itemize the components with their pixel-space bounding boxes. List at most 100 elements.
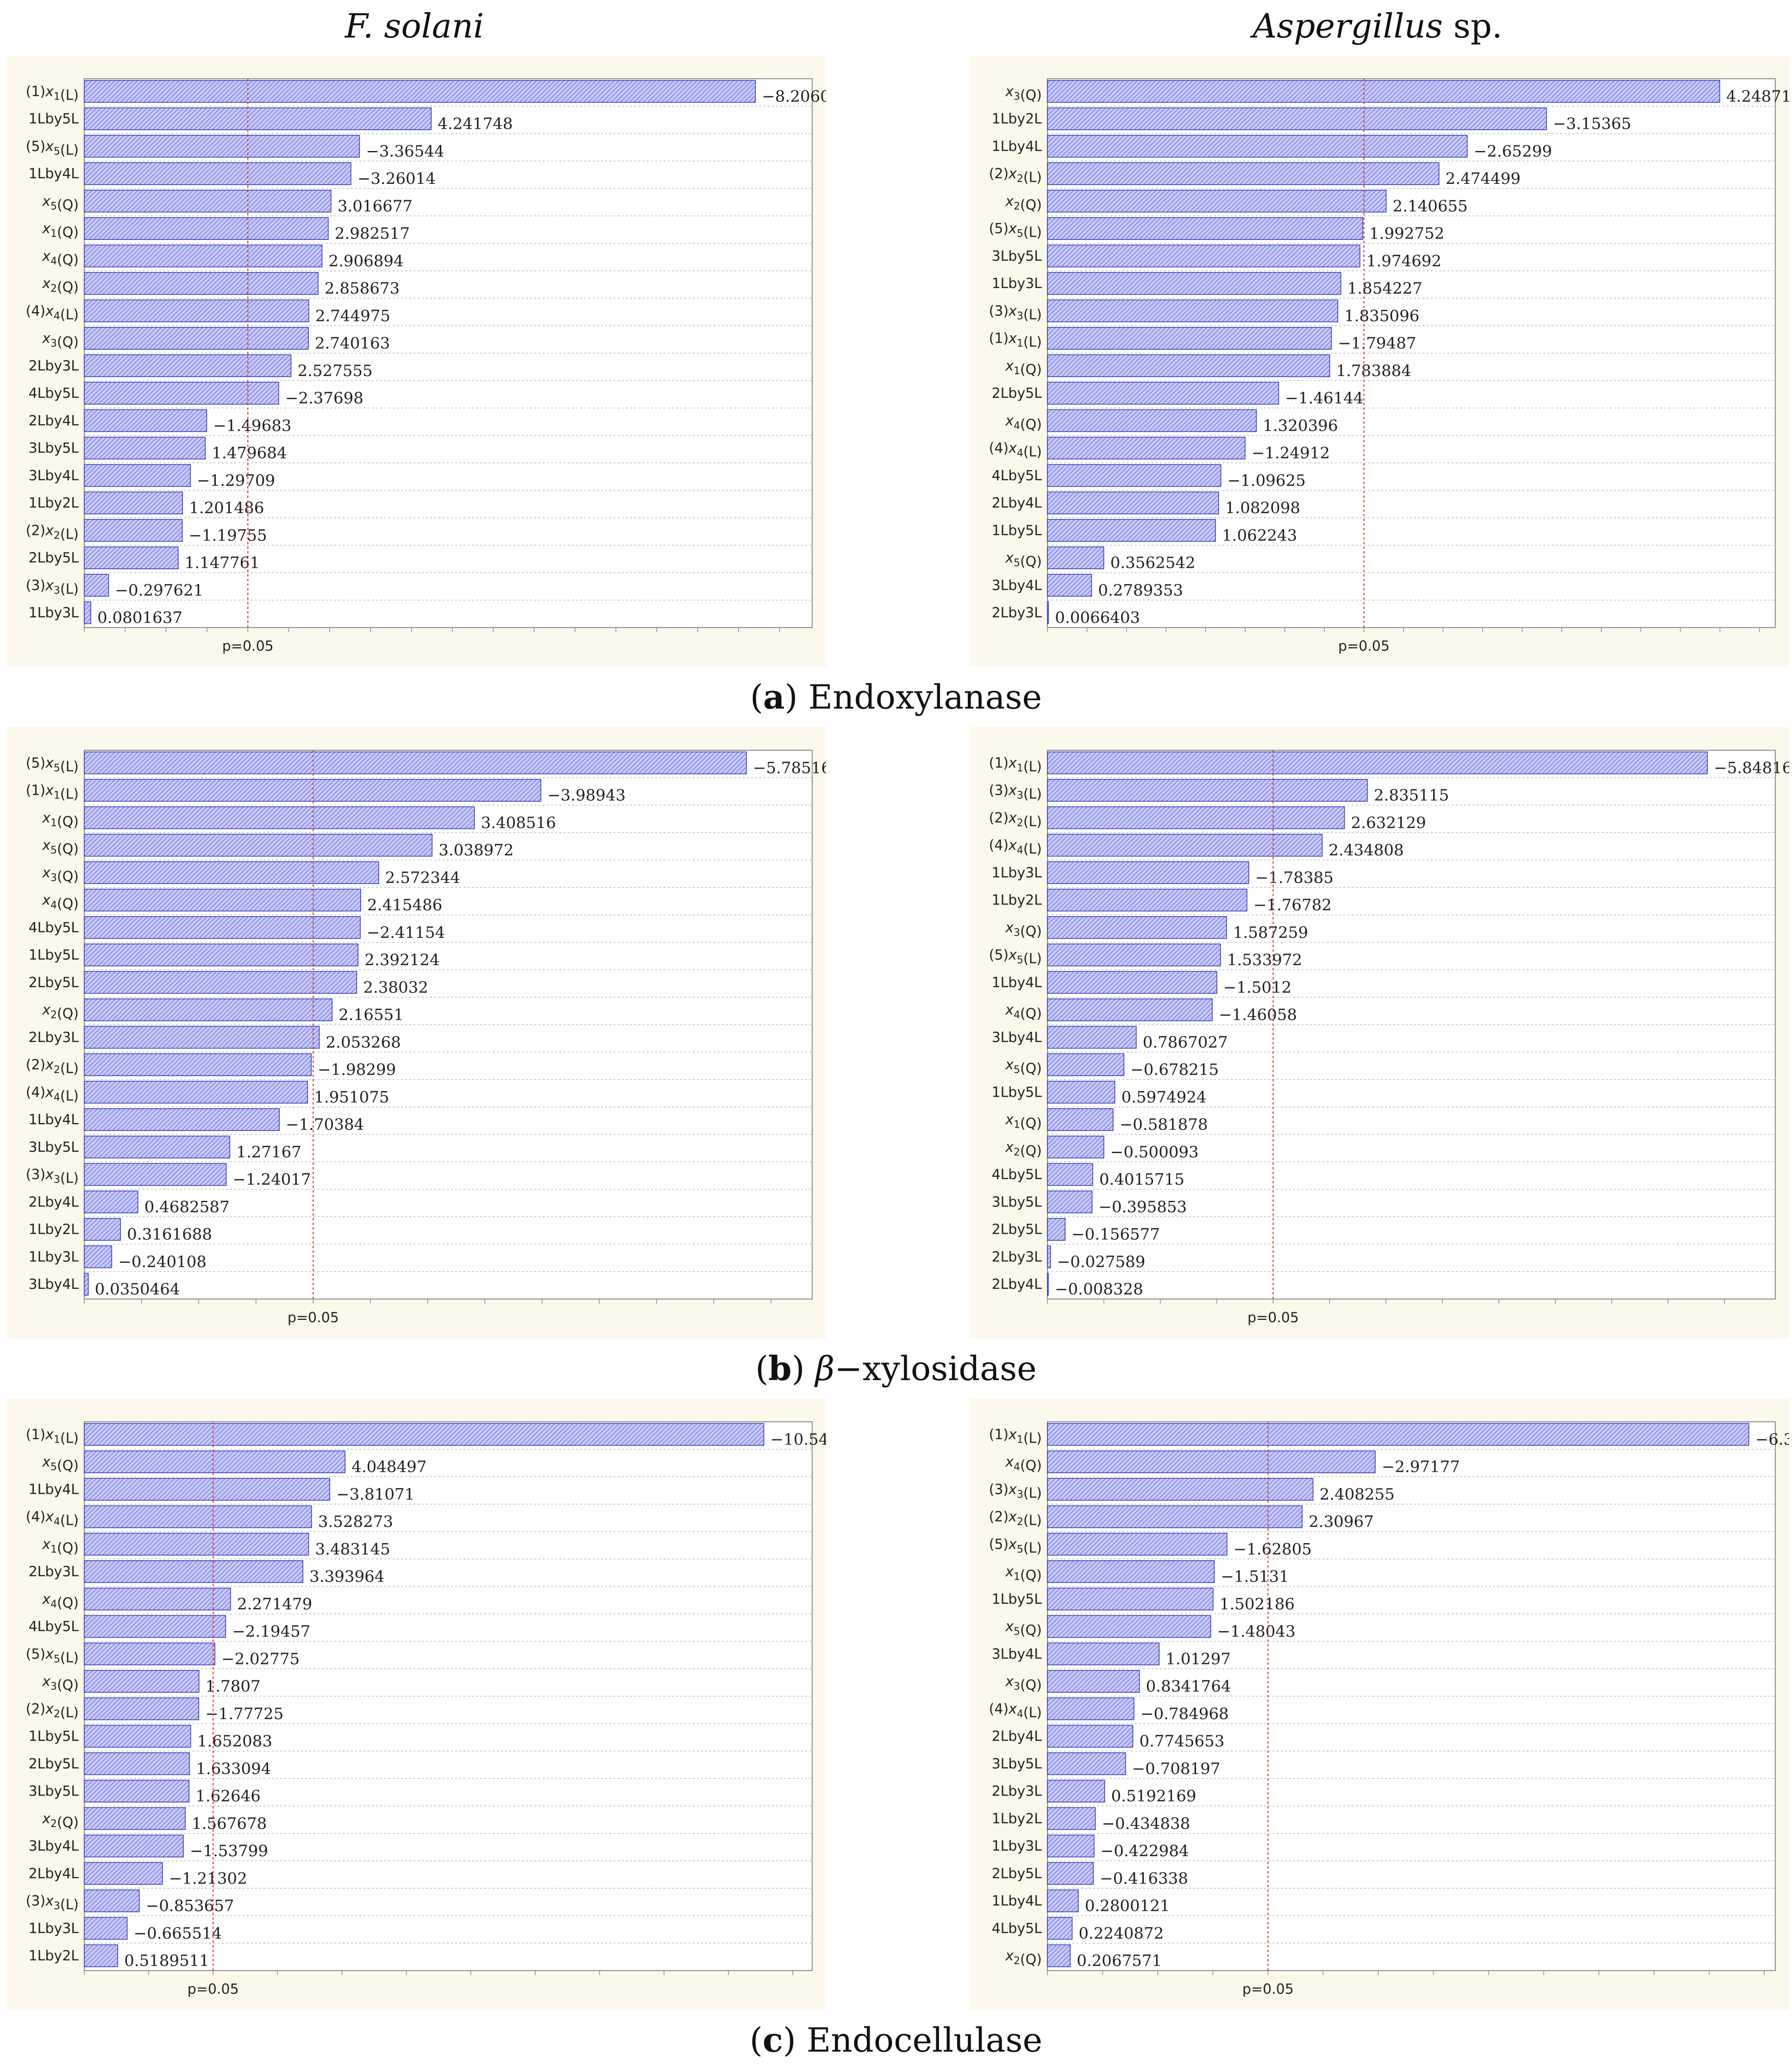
category-label-8: 3Lby4L [992,1646,1042,1662]
category-label-15: (3)x3(L) [26,1167,79,1187]
category-label-1: 1Lby2L [992,111,1042,127]
value-label-11: −1.98299 [318,1061,396,1079]
bar-16 [84,519,183,542]
category-label-11: (2)x2(L) [26,1057,79,1077]
column-title-left-text: F. solani [345,6,484,45]
value-label-15: −1.53799 [190,1842,268,1860]
bar-8 [84,1642,215,1665]
value-label-6: 2.906894 [328,252,403,270]
value-label-5: −1.5131 [1221,1568,1289,1586]
value-label-13: 1.62646 [195,1787,261,1806]
category-label-8: 2Lby5L [29,974,79,991]
chart-svg-c-left: (1)x1(L) −10.5495 x5(Q) 4.048497 1Lby4L −3.81… [26,1421,826,1997]
category-label-6: x3(Q) [1005,920,1042,940]
category-label-4: x3(Q) [42,865,79,885]
chart-panel-a-left: (1)x1(L) −8.20603 1Lby5L 4.241748 (5)x5(L) −3… [6,56,826,667]
bar-7 [84,272,319,295]
bar-0 [84,80,756,103]
category-label-15: 4Lby5L [992,1167,1042,1183]
value-label-6: 1.974692 [1366,252,1441,270]
value-label-16: 1.062243 [1222,526,1297,545]
bar-14 [84,1807,186,1830]
category-label-7: x2(Q) [42,276,79,295]
value-label-2: −2.65299 [1474,142,1552,161]
category-label-7: (5)x5(L) [989,947,1042,967]
value-label-10: −1.77725 [205,1705,283,1723]
value-label-19: 0.0801637 [97,609,182,627]
bar-7 [84,943,359,967]
bar-10 [84,1697,199,1720]
value-label-18: −0.027589 [1057,1253,1146,1271]
bar-12 [84,1752,190,1775]
category-label-19: 1Lby2L [29,1948,79,1964]
category-label-0: (1)x1(L) [989,1426,1042,1446]
bar-18 [1047,1245,1051,1268]
category-label-0: (1)x1(L) [26,83,79,103]
category-label-19: 1Lby3L [29,605,79,621]
caption-c: (c) Endocellulase [749,2020,1043,2059]
category-label-7: 4Lby5L [29,1619,79,1635]
value-label-2: −3.36544 [366,142,444,161]
category-label-5: x1(Q) [1005,1564,1042,1584]
bar-10 [1047,354,1330,377]
bar-17 [1047,546,1104,569]
bar-9 [84,327,309,350]
value-label-5: 2.415486 [367,896,442,915]
bar-0 [84,751,747,774]
bar-3 [84,162,351,185]
category-label-17: 1Lby4L [992,1893,1042,1909]
category-label-14: 3Lby5L [29,1139,79,1155]
bar-5 [84,1560,303,1583]
category-label-5: (5)x5(L) [989,221,1042,241]
category-label-13: 3Lby5L [29,440,79,457]
category-label-10: x1(Q) [1005,358,1042,378]
bar-0 [1047,80,1720,103]
value-label-3: 3.528273 [318,1513,393,1531]
bar-12 [84,409,207,432]
category-label-13: x1(Q) [1005,1112,1042,1132]
category-label-1: (3)x3(L) [989,783,1042,803]
value-label-1: 4.241748 [438,115,513,133]
value-label-11: 0.7745653 [1139,1732,1224,1751]
bar-3 [1047,1505,1303,1528]
value-label-11: 1.652083 [197,1732,272,1751]
bar-15 [1047,491,1219,515]
bar-4 [1047,861,1249,884]
bar-12 [1047,1080,1115,1104]
bar-3 [84,834,432,857]
category-label-4: x1(Q) [42,1536,79,1556]
bar-5 [84,889,361,911]
bar-9 [1047,1670,1140,1693]
category-label-8: (5)x5(L) [26,1646,79,1666]
bar-0 [1047,751,1708,774]
value-label-3: 2.474499 [1446,170,1521,188]
value-label-14: 1.27167 [236,1143,301,1162]
category-label-13: (4)x4(L) [989,440,1042,460]
value-label-13: 0.5192169 [1111,1787,1197,1806]
caption-a-letter: a [763,677,785,716]
value-label-1: 2.835115 [1374,786,1449,805]
category-label-14: 4Lby5L [992,468,1042,484]
bar-15 [84,491,183,515]
bar-8 [84,971,357,994]
value-label-4: −1.62805 [1234,1540,1312,1558]
bar-13 [1047,1108,1114,1131]
bar-8 [1047,1642,1160,1665]
caption-b-prefix: β [815,1349,835,1388]
value-label-3: −3.26014 [357,170,436,188]
chart-svg-b-right: (1)x1(L) −5.84816 (3)x3(L) 2.835115 (2)x2(L)… [989,750,1789,1326]
category-label-6: x4(Q) [42,1591,79,1611]
value-label-12: 1.633094 [196,1759,271,1778]
category-label-14: x2(Q) [1005,1139,1042,1159]
value-label-18: −0.665514 [134,1924,222,1943]
value-label-9: −1.46058 [1219,1006,1297,1024]
bar-0 [84,1423,764,1446]
category-label-17: 2Lby5L [29,550,79,566]
value-label-14: −1.29709 [197,471,275,490]
caption-b-text: −xylosidase [834,1349,1037,1388]
bar-10 [1047,1026,1137,1049]
bar-5 [1047,889,1247,911]
bar-6 [84,245,323,268]
category-label-2: (5)x5(L) [26,138,79,158]
value-label-12: −1.49683 [213,416,291,435]
